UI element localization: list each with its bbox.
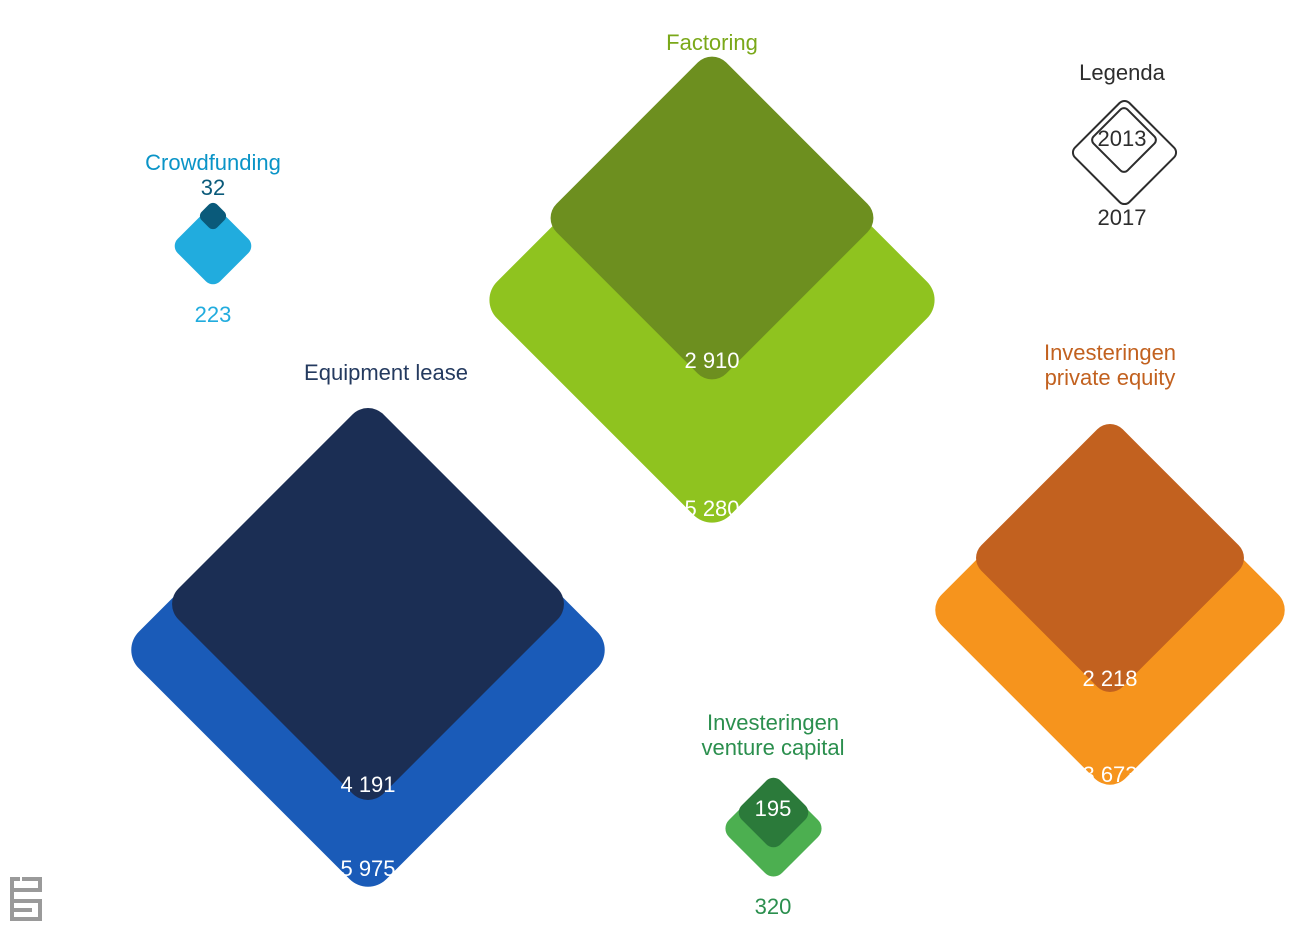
venture_capital-outer-value: 320 <box>623 894 923 920</box>
legend-inner-value: 2013 <box>1062 126 1182 152</box>
infographic-stage: { "canvas": { "width": 1299, "height": 9… <box>0 0 1299 932</box>
factoring-inner-value: 2 910 <box>562 348 862 374</box>
venture_capital-inner-value: 195 <box>623 796 923 822</box>
equipment_lease-title: Equipment lease <box>186 360 586 385</box>
factoring-outer-value: 5 280 <box>562 496 862 522</box>
equipment_lease-inner-value: 4 191 <box>218 772 518 798</box>
legend-outer-value: 2017 <box>1062 205 1182 231</box>
crowdfunding-inner-value: 32 <box>63 175 363 201</box>
private_equity-title: Investeringen private equity <box>910 340 1299 391</box>
crowdfunding-title: Crowdfunding <box>13 150 413 175</box>
cbs-logo <box>6 876 46 922</box>
private_equity-inner-value: 2 218 <box>960 666 1260 692</box>
equipment_lease-outer-value: 5 975 <box>218 856 518 882</box>
legend-title: Legenda <box>1022 60 1222 85</box>
venture_capital-title: Investeringen venture capital <box>573 710 973 761</box>
factoring-title: Factoring <box>512 30 912 55</box>
crowdfunding-outer-value: 223 <box>63 302 363 328</box>
private_equity-outer-value: 3 673 <box>960 762 1260 788</box>
